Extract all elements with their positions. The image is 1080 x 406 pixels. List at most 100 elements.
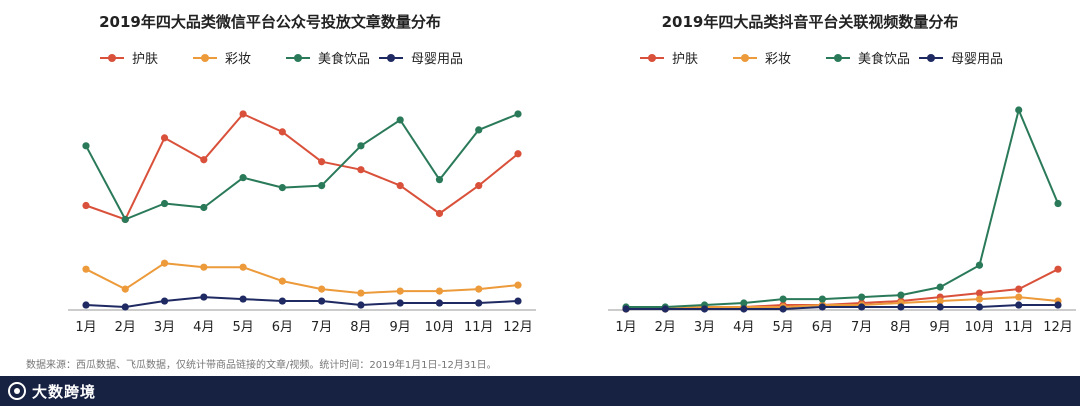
data-point <box>936 283 944 291</box>
legend-label: 母婴用品 <box>951 52 1003 67</box>
data-point <box>514 150 522 158</box>
data-point <box>1015 301 1023 309</box>
data-point <box>396 287 404 295</box>
legend-label: 彩妆 <box>225 52 251 67</box>
data-point <box>936 297 944 305</box>
series-line <box>85 113 519 221</box>
x-tick-label: 1月 <box>75 320 96 335</box>
data-point <box>779 295 787 303</box>
data-point <box>357 166 365 174</box>
x-tick-label: 12月 <box>1043 320 1073 335</box>
data-point <box>160 259 169 267</box>
x-tick-label: 11月 <box>464 320 494 335</box>
data-point <box>975 289 984 297</box>
x-tick-label: 9月 <box>930 320 951 335</box>
data-point <box>435 299 444 307</box>
data-point <box>318 158 326 166</box>
x-tick-label: 10月 <box>965 320 995 335</box>
x-tick-label: 6月 <box>812 320 833 335</box>
data-point <box>1054 265 1062 273</box>
data-point <box>1015 106 1023 114</box>
data-point <box>936 303 944 311</box>
data-point <box>1015 285 1023 293</box>
brand-name: 大数跨境 <box>32 382 97 401</box>
data-point <box>121 303 129 311</box>
data-point <box>160 134 169 142</box>
data-point <box>200 263 208 271</box>
legend-marker <box>387 54 395 62</box>
data-point <box>975 261 984 269</box>
x-tick-label: 3月 <box>694 320 715 335</box>
data-point <box>278 128 286 136</box>
series-line <box>626 296 1059 310</box>
chart-title: 2019年四大品类抖音平台关联视频数量分布 <box>662 13 959 31</box>
data-point <box>779 305 787 313</box>
data-source-note: 数据来源：西瓜数据、飞瓜数据，仅统计带商品链接的文章/视频。统计时间：2019年… <box>26 360 497 371</box>
data-point <box>975 295 984 303</box>
x-tick-label: 8月 <box>890 320 911 335</box>
data-point <box>858 303 866 311</box>
x-tick-label: 8月 <box>350 320 371 335</box>
series-line <box>85 262 519 295</box>
data-point <box>661 305 669 313</box>
brand-logo-icon <box>8 382 26 400</box>
data-point <box>475 182 483 190</box>
data-point <box>740 305 748 313</box>
data-point <box>1015 293 1023 301</box>
data-point <box>396 299 404 307</box>
data-point <box>700 305 709 313</box>
x-tick-label: 6月 <box>272 320 293 335</box>
data-point <box>239 110 247 118</box>
data-point <box>278 277 286 285</box>
legend-label: 母婴用品 <box>411 52 463 67</box>
x-tick-label: 4月 <box>733 320 754 335</box>
data-point <box>239 295 247 303</box>
x-tick-label: 1月 <box>615 320 636 335</box>
data-point <box>858 293 866 301</box>
x-tick-label: 5月 <box>232 320 253 335</box>
data-point <box>200 203 208 212</box>
legend-label: 美食饮品 <box>318 51 370 67</box>
legend-label: 美食饮品 <box>858 51 910 67</box>
series-line <box>626 268 1059 310</box>
data-point <box>1054 301 1062 309</box>
series-line <box>85 296 519 308</box>
data-point <box>514 281 522 289</box>
data-point <box>818 303 826 311</box>
data-point <box>435 287 444 295</box>
data-point <box>622 305 630 313</box>
chart-title: 2019年四大品类微信平台公众号投放文章数量分布 <box>99 13 441 31</box>
data-point <box>357 289 365 297</box>
data-point <box>357 142 365 150</box>
data-point <box>200 293 208 301</box>
legend-marker <box>648 54 656 62</box>
series-line <box>626 304 1058 310</box>
x-tick-label: 2月 <box>655 320 676 335</box>
data-point <box>435 176 444 184</box>
data-point <box>1054 199 1062 208</box>
legend-label: 彩妆 <box>765 52 791 67</box>
data-point <box>897 291 905 299</box>
data-point <box>396 182 404 190</box>
x-tick-label: 10月 <box>425 320 455 335</box>
data-point <box>160 199 169 208</box>
data-point <box>475 126 483 134</box>
x-tick-label: 7月 <box>311 320 332 335</box>
data-point <box>318 182 326 190</box>
footer-bar: 大数跨境 <box>0 376 1080 406</box>
x-tick-label: 11月 <box>1004 320 1034 335</box>
data-point <box>475 285 483 293</box>
legend-marker <box>834 54 842 62</box>
data-point <box>82 142 90 150</box>
legend-marker <box>927 54 935 62</box>
data-point <box>121 215 129 224</box>
data-point <box>318 297 326 305</box>
legend-marker <box>201 54 209 62</box>
series-line <box>85 113 519 221</box>
x-tick-label: 7月 <box>851 320 872 335</box>
data-point <box>160 297 169 305</box>
data-point <box>396 116 404 124</box>
data-point <box>200 156 208 164</box>
